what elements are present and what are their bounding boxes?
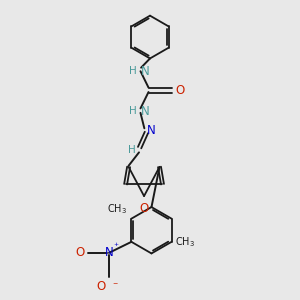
Text: N: N [146,124,155,137]
Text: $^-$: $^-$ [111,280,119,289]
Text: O: O [176,84,185,97]
Text: CH$_3$: CH$_3$ [175,235,195,249]
Text: O: O [140,202,149,215]
Text: N: N [105,246,113,259]
Text: H: H [130,66,137,76]
Text: N: N [140,65,149,78]
Text: O: O [97,280,106,292]
Text: H: H [128,145,135,155]
Text: H: H [129,106,137,116]
Text: CH$_3$: CH$_3$ [107,202,127,216]
Text: O: O [75,246,85,259]
Text: $^+$: $^+$ [112,242,119,250]
Text: N: N [140,105,149,118]
